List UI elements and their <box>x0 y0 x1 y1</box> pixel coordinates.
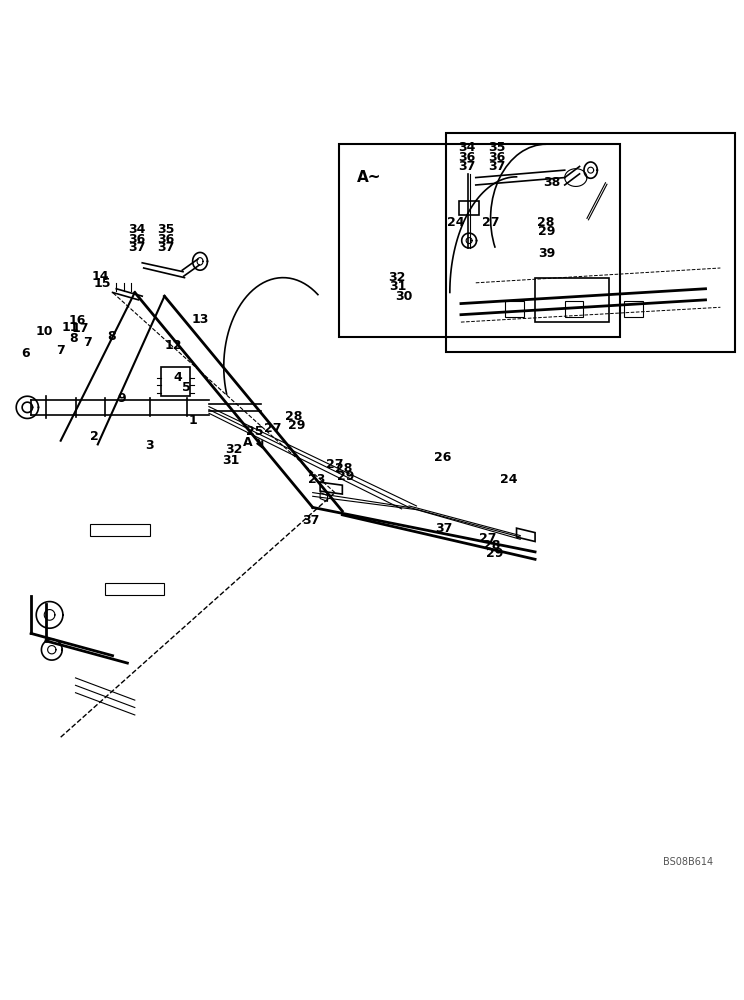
Text: 29: 29 <box>538 225 556 238</box>
Text: 36: 36 <box>157 233 175 246</box>
Text: 2: 2 <box>90 430 98 443</box>
Text: 28: 28 <box>484 539 501 552</box>
Text: 28: 28 <box>285 410 302 423</box>
Text: 25: 25 <box>246 425 263 438</box>
Text: 8: 8 <box>107 330 115 343</box>
Bar <box>161 367 190 396</box>
Text: 26: 26 <box>434 451 452 464</box>
Text: 37: 37 <box>435 522 452 535</box>
Text: 12: 12 <box>164 339 182 352</box>
Text: 7: 7 <box>57 344 65 357</box>
Text: 36: 36 <box>458 151 475 164</box>
Text: 27: 27 <box>264 422 281 435</box>
Text: 27: 27 <box>479 532 496 545</box>
Text: 7: 7 <box>83 336 92 349</box>
Bar <box>565 301 583 317</box>
Text: 28: 28 <box>335 462 353 475</box>
Text: 31: 31 <box>389 280 407 293</box>
Bar <box>90 524 150 536</box>
Text: 36: 36 <box>129 233 146 246</box>
Text: 36: 36 <box>488 151 505 164</box>
Text: 29: 29 <box>288 419 305 432</box>
Text: 9: 9 <box>117 392 126 405</box>
Text: 17: 17 <box>72 322 89 335</box>
Text: 8: 8 <box>69 332 77 345</box>
Text: BS08B614: BS08B614 <box>663 857 713 867</box>
Text: 37: 37 <box>488 160 505 173</box>
Bar <box>535 278 609 322</box>
Text: 16: 16 <box>69 314 86 327</box>
Text: 3: 3 <box>145 439 154 452</box>
Text: 14: 14 <box>92 270 109 283</box>
Text: 27: 27 <box>482 216 499 229</box>
Text: 1: 1 <box>188 414 197 427</box>
Text: 15: 15 <box>94 277 111 290</box>
Text: 11: 11 <box>62 321 79 334</box>
Bar <box>339 144 620 337</box>
Text: 27: 27 <box>326 458 344 471</box>
Text: 37: 37 <box>157 241 175 254</box>
Text: 31: 31 <box>222 454 240 467</box>
Text: A~: A~ <box>357 170 382 185</box>
Text: 32: 32 <box>225 443 243 456</box>
Text: 30: 30 <box>395 290 413 303</box>
Bar <box>105 583 164 595</box>
Text: 24: 24 <box>500 473 517 486</box>
Text: 32: 32 <box>388 271 405 284</box>
Text: 13: 13 <box>191 313 209 326</box>
Text: 23: 23 <box>309 473 326 486</box>
Text: 29: 29 <box>486 547 503 560</box>
Bar <box>460 201 478 215</box>
Text: 34: 34 <box>458 141 475 154</box>
Text: 5: 5 <box>182 381 190 394</box>
Text: 34: 34 <box>129 223 146 236</box>
Text: 37: 37 <box>303 514 320 527</box>
Text: 38: 38 <box>543 176 560 189</box>
Text: 4: 4 <box>173 371 182 384</box>
Text: 35: 35 <box>157 223 175 236</box>
Text: A: A <box>243 436 252 449</box>
Text: 28: 28 <box>536 216 554 229</box>
Text: 10: 10 <box>36 325 53 338</box>
Bar <box>624 301 643 317</box>
Text: 37: 37 <box>129 241 146 254</box>
Bar <box>446 133 735 352</box>
Text: 39: 39 <box>539 247 556 260</box>
Text: 6: 6 <box>21 347 30 360</box>
Text: 37: 37 <box>458 160 475 173</box>
Text: 35: 35 <box>488 141 505 154</box>
Bar <box>505 301 524 317</box>
Text: 24: 24 <box>447 216 464 229</box>
Text: 29: 29 <box>337 470 355 483</box>
